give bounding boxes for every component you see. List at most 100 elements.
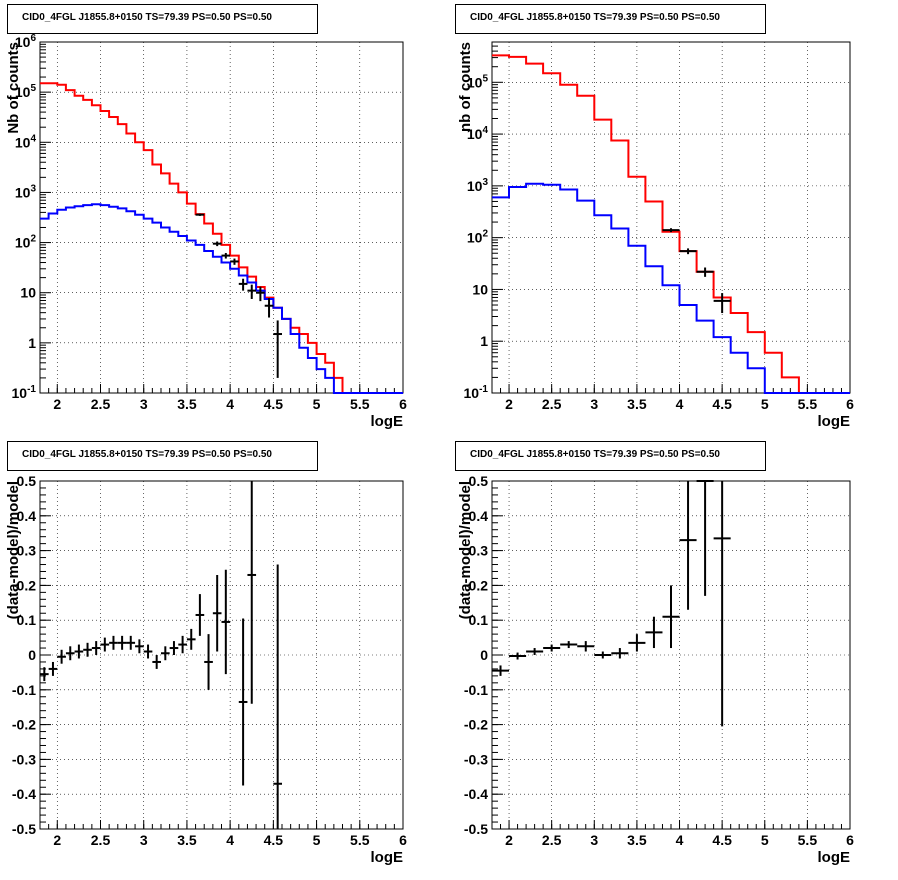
y-tick-label: 104 xyxy=(467,125,489,142)
y-tick-label: 10 xyxy=(20,285,36,301)
x-tick-label: 3.5 xyxy=(177,396,197,412)
histogram-series-line xyxy=(492,182,850,394)
y-tick-label: 0.1 xyxy=(469,612,489,628)
y-axis-label: (data-model)/model xyxy=(457,481,474,619)
x-axis-label: logE xyxy=(818,849,851,866)
x-axis-label: logE xyxy=(818,413,851,430)
x-tick-label: 3 xyxy=(140,832,148,848)
x-tick-label: 6 xyxy=(846,832,854,848)
x-tick-label: 3 xyxy=(590,832,598,848)
y-tick-label: 104 xyxy=(15,133,37,150)
x-tick-label: 3.5 xyxy=(177,832,197,848)
y-tick-label: 0 xyxy=(28,647,36,663)
chart-title: CID0_4FGL J1855.8+0150 TS=79.39 PS=0.50 … xyxy=(7,441,318,471)
y-tick-label: -0.5 xyxy=(12,821,36,837)
y-tick-label: 105 xyxy=(15,83,37,100)
x-tick-label: 3.5 xyxy=(627,832,647,848)
y-tick-label: 1 xyxy=(28,335,36,351)
y-tick-label: -0.3 xyxy=(12,751,36,767)
x-tick-label: 5.5 xyxy=(798,832,818,848)
histogram-series-line xyxy=(492,54,850,394)
y-tick-label: 105 xyxy=(467,73,489,90)
y-tick-label: -0.1 xyxy=(464,682,488,698)
x-tick-label: 2 xyxy=(53,396,61,412)
y-tick-label: 10 xyxy=(472,281,488,297)
x-tick-label: 5.5 xyxy=(798,396,818,412)
y-tick-label: -0.2 xyxy=(12,717,36,733)
x-tick-label: 3.5 xyxy=(627,396,647,412)
pad-top-right: 2 2.5 3 3.5 4 4.5 5 5.5 6 logE 10-1 1 10 102 103 104 105… xyxy=(449,0,898,437)
x-tick-label: 4.5 xyxy=(264,396,284,412)
y-tick-label: -0.5 xyxy=(464,821,488,837)
y-tick-label: 102 xyxy=(467,229,489,246)
x-tick-label: 5 xyxy=(313,396,321,412)
pad-top-left: 2 2.5 3 3.5 4 4.5 5 5.5 6 logE 10-1 1 10 102 103 104 105… xyxy=(0,0,449,437)
y-tick-label: 10-1 xyxy=(12,384,37,401)
x-tick-label: 2 xyxy=(53,832,61,848)
x-tick-label: 2 xyxy=(505,832,513,848)
y-tick-label: 0.5 xyxy=(469,473,489,489)
x-tick-label: 5 xyxy=(761,396,769,412)
y-tick-label: 0.3 xyxy=(17,543,37,559)
y-tick-label: 0.2 xyxy=(469,577,489,593)
y-axis-label: (data-model)/model xyxy=(5,481,22,619)
x-tick-label: 4.5 xyxy=(712,396,732,412)
y-tick-label: -0.1 xyxy=(12,682,36,698)
chart-title: CID0_4FGL J1855.8+0150 TS=79.39 PS=0.50 … xyxy=(455,441,766,471)
x-tick-label: 5.5 xyxy=(350,832,370,848)
y-tick-label: 10-1 xyxy=(464,384,489,401)
x-tick-label: 4.5 xyxy=(264,832,284,848)
y-tick-label: -0.4 xyxy=(12,786,36,802)
y-axis-label: nb of counts xyxy=(457,42,474,132)
y-tick-label: -0.3 xyxy=(464,751,488,767)
x-tick-label: 6 xyxy=(399,396,407,412)
x-tick-label: 5 xyxy=(313,832,321,848)
x-tick-label: 5.5 xyxy=(350,396,370,412)
x-tick-label: 2 xyxy=(505,396,513,412)
y-tick-label: 0.4 xyxy=(469,508,489,524)
y-tick-label: -0.4 xyxy=(464,786,488,802)
pad-bottom-right: 2 2.5 3 3.5 4 4.5 5 5.5 6 logE -0.5 -0.4 -0.3 -0.2 -0.… xyxy=(449,437,898,875)
y-tick-label: 103 xyxy=(15,183,37,200)
plot-frame xyxy=(491,480,851,830)
x-tick-label: 6 xyxy=(846,396,854,412)
y-tick-label: 103 xyxy=(467,177,489,194)
x-tick-label: 4 xyxy=(676,832,684,848)
x-tick-label: 6 xyxy=(399,832,407,848)
x-axis-label: logE xyxy=(371,413,404,430)
y-tick-label: 102 xyxy=(15,234,37,251)
plot-frame xyxy=(491,41,851,394)
x-tick-label: 4 xyxy=(676,396,684,412)
y-tick-label: 0.1 xyxy=(17,612,37,628)
x-tick-label: 2.5 xyxy=(542,396,562,412)
x-tick-label: 3 xyxy=(590,396,598,412)
y-tick-label: 0 xyxy=(480,647,488,663)
x-tick-label: 2.5 xyxy=(542,832,562,848)
y-axis-label: Nb of counts xyxy=(5,42,22,134)
x-tick-label: 2.5 xyxy=(91,832,111,848)
y-tick-label: 0.3 xyxy=(469,543,489,559)
histogram-series-line xyxy=(40,203,403,394)
y-tick-label: -0.2 xyxy=(464,717,488,733)
x-tick-label: 4.5 xyxy=(712,832,732,848)
y-tick-label: 0.2 xyxy=(17,577,37,593)
y-tick-label: 0.4 xyxy=(17,508,37,524)
y-tick-label: 106 xyxy=(15,33,37,50)
x-tick-label: 5 xyxy=(761,832,769,848)
x-tick-label: 2.5 xyxy=(91,396,111,412)
pad-bottom-left: 2 2.5 3 3.5 4 4.5 5 5.5 6 logE -0.5 -0.4 -0.3 -0.2 -0.… xyxy=(0,437,449,875)
x-tick-label: 3 xyxy=(140,396,148,412)
y-tick-label: 1 xyxy=(480,333,488,349)
x-tick-label: 4 xyxy=(226,396,234,412)
x-tick-label: 4 xyxy=(226,832,234,848)
chart-title: CID0_4FGL J1855.8+0150 TS=79.39 PS=0.50 … xyxy=(7,4,318,34)
plot-frame xyxy=(39,41,404,394)
histogram-series-line xyxy=(40,82,403,394)
y-tick-label: 0.5 xyxy=(17,473,37,489)
chart-title: CID0_4FGL J1855.8+0150 TS=79.39 PS=0.50 … xyxy=(455,4,766,34)
x-axis-label: logE xyxy=(371,849,404,866)
